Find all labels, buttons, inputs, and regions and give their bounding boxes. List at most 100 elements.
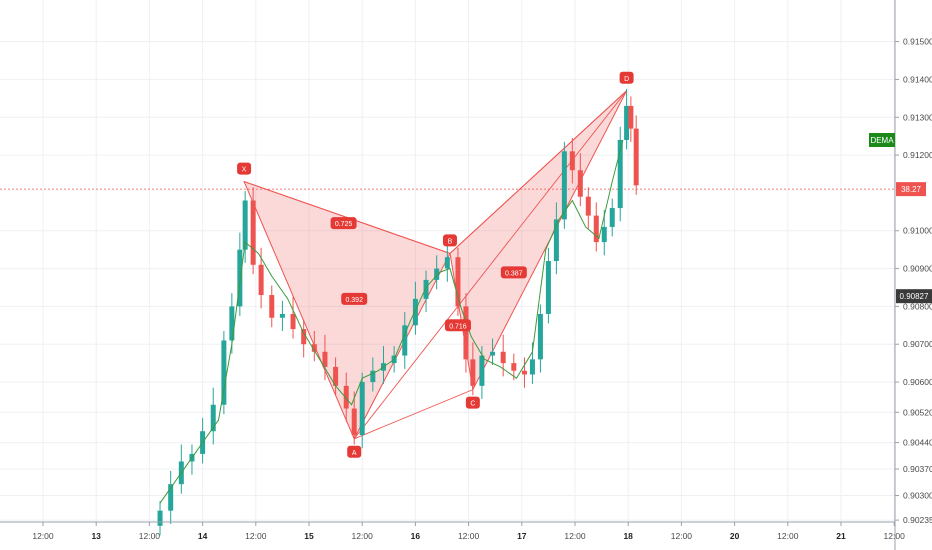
candle-body <box>577 170 583 197</box>
current-price-label: 0.90827 <box>900 292 929 301</box>
candle-body <box>311 344 317 352</box>
time-tick-label: 14 <box>198 531 208 541</box>
candle-body <box>633 128 639 186</box>
pattern-line-AC <box>354 389 474 440</box>
current-price-tag <box>896 289 932 304</box>
candle-body <box>359 382 365 435</box>
price-axis[interactable]: 0.91500 0.91400 0.91300 0.91200 0.91000 0.909… <box>869 0 932 550</box>
candle-body <box>490 351 496 356</box>
candle-body <box>529 359 535 375</box>
ratio-marker <box>341 292 368 305</box>
price-tick-label: 0.90900 <box>903 264 932 274</box>
candle-body <box>157 510 163 526</box>
candle-body <box>593 215 599 243</box>
harmonic-pattern <box>243 90 628 440</box>
pattern-point-marker <box>465 396 480 409</box>
ratio-label: 0.392 <box>345 297 363 304</box>
time-tick-label: 16 <box>411 531 421 541</box>
candle-body <box>463 306 469 360</box>
candles <box>157 88 639 536</box>
candle-body <box>370 370 376 383</box>
candle-body <box>537 313 543 360</box>
price-tick-label: 0.91500 <box>903 37 932 47</box>
time-tick-label: 12:00 <box>458 531 480 541</box>
candle-body <box>624 105 630 140</box>
ratio-marker <box>444 319 471 332</box>
grid-lines <box>0 0 895 522</box>
pattern-point-label: A <box>352 450 357 457</box>
candle-body <box>444 257 450 269</box>
time-tick-label: 17 <box>517 531 527 541</box>
time-tick-label: 12:00 <box>32 531 54 541</box>
candle-body <box>434 268 440 280</box>
candle-body <box>258 264 264 296</box>
candle-body <box>617 139 623 209</box>
price-tick-label: 0.91000 <box>903 226 932 236</box>
pattern-labels: X A B C D 0.725 0.392 0.716 0.387 <box>237 71 634 458</box>
time-tick-label: 21 <box>836 531 846 541</box>
time-tick-label: 12:00 <box>564 531 586 541</box>
candle-body <box>455 257 461 307</box>
candle-body <box>269 295 275 318</box>
candle-body <box>343 385 349 409</box>
candle-body <box>585 196 591 216</box>
candle-body <box>250 200 256 265</box>
pattern-point-marker <box>442 234 457 247</box>
pattern-line-AD <box>353 90 627 440</box>
dema-line <box>159 139 624 504</box>
candle-body <box>322 351 328 367</box>
pattern-point-marker <box>347 445 362 458</box>
time-tick-label: 12:00 <box>777 531 799 541</box>
price-tick-label: 0.91300 <box>903 112 932 122</box>
pattern-point-label: X <box>242 167 247 174</box>
candle-body <box>511 363 517 371</box>
candle-body <box>479 355 485 386</box>
candle-body <box>500 351 506 364</box>
dema-tag: DEMA <box>869 133 895 147</box>
time-tick-label: 12:00 <box>245 531 267 541</box>
candle-body <box>301 329 307 345</box>
time-tick-label: 18 <box>623 531 633 541</box>
candle-body <box>237 249 243 307</box>
time-tick-label: 15 <box>304 531 314 541</box>
price-tick-label: 0.91400 <box>903 74 932 84</box>
ratio-label: 0.716 <box>449 323 467 330</box>
candle-body <box>628 105 634 129</box>
price-tick-label: 0.90370 <box>903 464 932 474</box>
ratio-marker <box>500 266 527 279</box>
price-tick-label: 0.90300 <box>903 491 932 501</box>
candle-body <box>521 370 527 375</box>
time-axis[interactable]: 12:00 13 12:00 14 12:00 15 12:00 16 12:00 17 12:00… <box>0 521 932 541</box>
dema-tag-bg <box>869 133 895 147</box>
time-tick-label: 12:00 <box>884 531 906 541</box>
pattern-point-label: B <box>448 238 453 245</box>
ratio-marker <box>330 217 357 230</box>
candle-body <box>569 151 575 171</box>
time-tick-label: 12:00 <box>352 531 374 541</box>
price-tick-label: 0.90700 <box>903 339 932 349</box>
candle-body <box>351 408 357 435</box>
candle-body <box>412 298 418 326</box>
candle-body <box>470 359 476 386</box>
time-tick-label: 12:00 <box>671 531 693 541</box>
price-tick-label: 0.90600 <box>903 377 932 387</box>
candle-body <box>609 208 615 227</box>
candle-body <box>333 366 339 386</box>
price-tick-label: 0.90440 <box>903 438 932 448</box>
time-tick-label: 12:00 <box>139 531 161 541</box>
price-tick-label: 0.91200 <box>903 150 932 160</box>
candle-body <box>402 325 408 356</box>
pattern-point-marker <box>619 71 634 84</box>
dema-series-line <box>159 139 624 504</box>
candle-body <box>561 151 567 220</box>
pattern-point-marker <box>237 162 252 175</box>
price-tick-label: 0.90520 <box>903 407 932 417</box>
pattern-point-label: D <box>624 76 629 83</box>
candle-body <box>229 306 235 341</box>
price-tick-label: 0.90235 <box>903 515 932 525</box>
candle-body <box>601 226 607 243</box>
time-tick-label: 20 <box>730 531 740 541</box>
candle-body <box>545 261 551 314</box>
crosshair-price-label: 38.27 <box>901 185 922 194</box>
